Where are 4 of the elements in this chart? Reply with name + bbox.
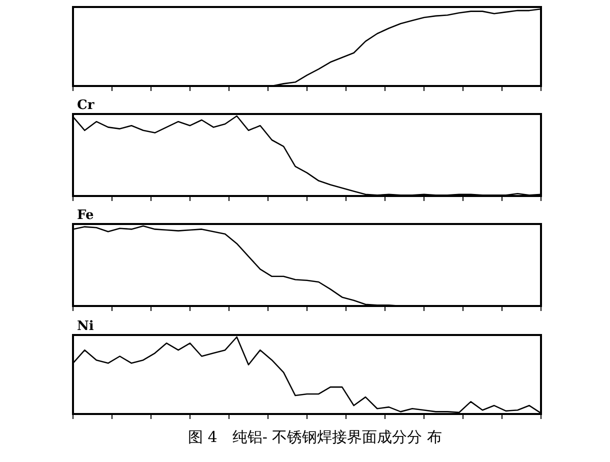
caption: 图 4 纯铝- 不锈钢焊接界面成分分 布 — [188, 428, 442, 446]
chart-title: Cr — [77, 98, 94, 113]
chart-title: Ni — [77, 319, 94, 334]
chart-title: Fe — [77, 208, 94, 223]
